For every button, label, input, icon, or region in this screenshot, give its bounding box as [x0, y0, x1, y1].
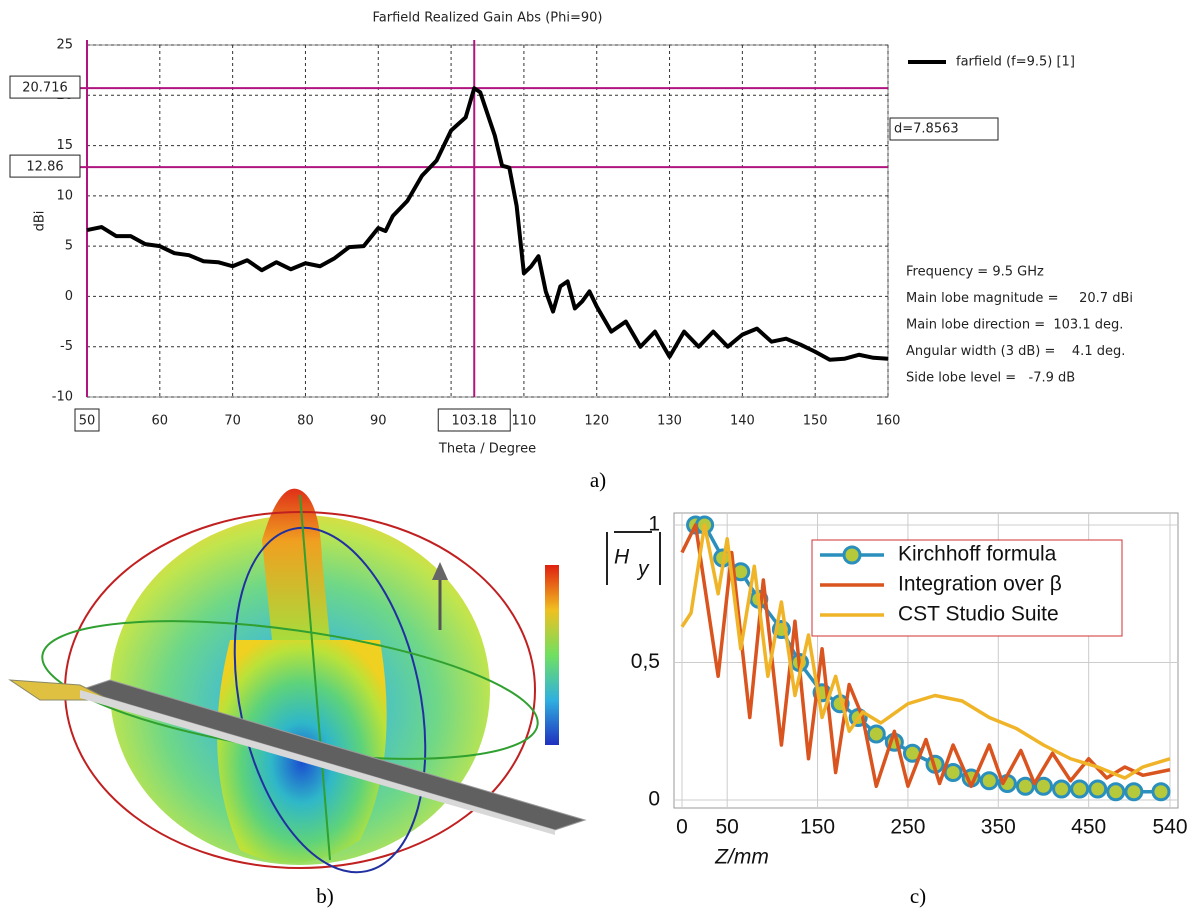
y-tick-label: 0: [648, 788, 660, 811]
x-tick-label: 80: [297, 414, 314, 429]
y-tick-label: 15: [56, 138, 73, 153]
x-axis-label: Theta / Degree: [438, 442, 536, 457]
legend-label: Integration over β: [898, 573, 1062, 596]
y-tick-label: -10: [52, 390, 73, 405]
x-tick-label: 160: [876, 414, 901, 429]
x-tick-label: 60: [152, 414, 169, 429]
x-tick-label: 350: [981, 816, 1016, 839]
x-tick-label: 50: [716, 816, 739, 839]
x-tick-label: 70: [224, 414, 241, 429]
point: [1108, 784, 1124, 800]
marker-label: 50: [79, 414, 96, 429]
x-tick-label: 150: [803, 414, 828, 429]
info-line: Side lobe level = -7.9 dB: [906, 371, 1075, 386]
info-line: Main lobe direction = 103.1 deg.: [906, 318, 1123, 333]
caption: b): [316, 884, 334, 908]
point: [1072, 781, 1088, 797]
y-axis-label-sub: y: [636, 558, 650, 581]
marker-label: 103.18: [451, 414, 497, 429]
x-tick-label: 150: [800, 816, 835, 839]
marker-label: 20.716: [22, 81, 68, 96]
plot-area: [87, 45, 888, 397]
point: [945, 765, 961, 781]
x-tick-label: 0: [676, 816, 688, 839]
chart-title: Farfield Realized Gain Abs (Phi=90): [373, 11, 603, 26]
y-tick-label: 0,5: [631, 650, 660, 673]
y-tick-label: 10: [56, 188, 73, 203]
annotation: d=7.8563: [894, 122, 959, 137]
caption: a): [590, 468, 606, 492]
point: [1054, 781, 1070, 797]
marker-label: 12.86: [26, 160, 63, 175]
info-line: Main lobe magnitude = 20.7 dBi: [906, 291, 1133, 306]
x-axis-label: Z/mm: [714, 846, 769, 869]
point: [981, 773, 997, 789]
legend-label: Kirchhoff formula: [898, 543, 1057, 566]
x-tick-label: 250: [890, 816, 925, 839]
x-tick-label: 540: [1152, 816, 1187, 839]
info-line: Angular width (3 dB) = 4.1 deg.: [906, 344, 1125, 359]
x-tick-label: 110: [511, 414, 536, 429]
x-tick-label: 120: [584, 414, 609, 429]
point: [1126, 784, 1142, 800]
legend-label: farfield (f=9.5) [1]: [956, 55, 1075, 70]
point: [1017, 778, 1033, 794]
legend-label: CST Studio Suite: [898, 603, 1059, 626]
y-axis-label: dBi: [33, 211, 48, 232]
y-tick-label: -5: [60, 339, 73, 354]
figure: -10-505101520256070809010011012013014015…: [0, 0, 1199, 914]
info-line: Frequency = 9.5 GHz: [906, 265, 1044, 280]
y-axis-label: H: [614, 546, 630, 569]
x-tick-label: 450: [1071, 816, 1106, 839]
y-tick-label: 0: [65, 289, 73, 304]
point: [868, 726, 884, 742]
x-tick-label: 130: [657, 414, 682, 429]
x-tick-label: 90: [370, 414, 387, 429]
y-tick-label: 5: [65, 239, 73, 254]
caption: c): [910, 884, 926, 908]
x-tick-label: 140: [730, 414, 755, 429]
y-tick-label: 25: [56, 38, 73, 53]
3d-pattern: [10, 489, 585, 890]
legend-marker: [844, 547, 860, 563]
point: [1153, 784, 1169, 800]
point: [1090, 781, 1106, 797]
